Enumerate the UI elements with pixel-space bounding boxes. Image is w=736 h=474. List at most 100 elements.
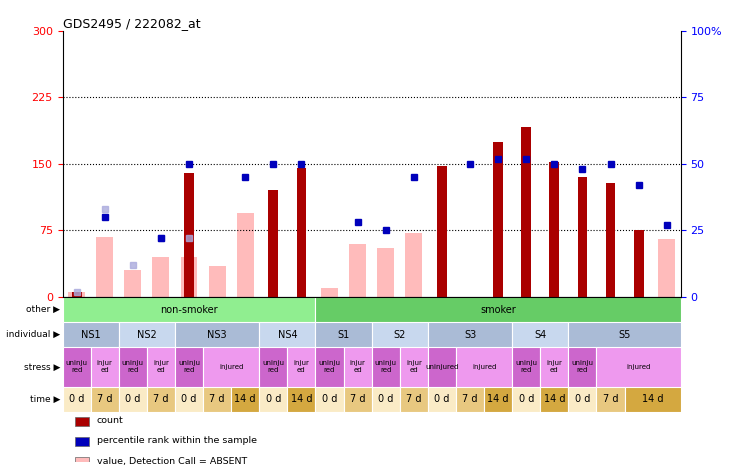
Bar (237, 213, 254, 297)
Text: uninju
red: uninju red (571, 360, 593, 374)
Text: 7 d: 7 d (97, 394, 113, 404)
Text: S3: S3 (464, 330, 476, 340)
Text: 0 d: 0 d (125, 394, 141, 404)
Bar (321, 288, 338, 297)
Text: other ▶: other ▶ (26, 305, 60, 314)
Text: 7 d: 7 d (153, 394, 169, 404)
Bar (568, 347, 596, 386)
Text: S4: S4 (534, 330, 546, 340)
Bar (625, 386, 681, 412)
Bar (118, 322, 175, 347)
Text: non-smoker: non-smoker (160, 304, 218, 315)
Text: NS4: NS4 (277, 330, 297, 340)
Text: time ▶: time ▶ (30, 395, 60, 404)
Bar (512, 322, 568, 347)
Bar (493, 142, 503, 297)
Text: uninju
red: uninju red (262, 360, 284, 374)
Bar (209, 266, 225, 297)
Text: 0 d: 0 d (378, 394, 394, 404)
Bar (63, 322, 118, 347)
Text: injur
ed: injur ed (153, 360, 169, 374)
Text: 0 d: 0 d (181, 394, 197, 404)
Bar (484, 386, 512, 412)
Bar (344, 386, 372, 412)
Text: stress ▶: stress ▶ (24, 363, 60, 372)
Bar (297, 168, 306, 297)
Bar (75, 457, 88, 466)
Bar (428, 347, 456, 386)
Bar (406, 233, 422, 297)
Text: 14 d: 14 d (642, 394, 663, 404)
Bar (71, 292, 82, 297)
Text: 7 d: 7 d (209, 394, 225, 404)
Bar (540, 347, 568, 386)
Bar (203, 386, 231, 412)
Text: injured: injured (472, 364, 496, 370)
Bar (259, 322, 316, 347)
Bar (124, 270, 141, 297)
Bar (372, 386, 400, 412)
Bar (203, 347, 259, 386)
Text: injur
ed: injur ed (350, 360, 366, 374)
Bar (568, 322, 681, 347)
Bar (568, 386, 596, 412)
Text: 0 d: 0 d (322, 394, 337, 404)
Bar (428, 386, 456, 412)
Text: percentile rank within the sample: percentile rank within the sample (96, 437, 257, 446)
Bar (549, 162, 559, 297)
Text: injured: injured (626, 364, 651, 370)
Bar (75, 417, 88, 426)
Bar (658, 239, 675, 297)
Bar (596, 386, 625, 412)
Text: NS3: NS3 (208, 330, 227, 340)
Bar (316, 386, 344, 412)
Bar (63, 386, 91, 412)
Text: S5: S5 (618, 330, 631, 340)
Text: uninju
red: uninju red (319, 360, 341, 374)
Bar (269, 191, 278, 297)
Bar (259, 347, 287, 386)
Text: 7 d: 7 d (603, 394, 618, 404)
Bar (437, 165, 447, 297)
Text: smoker: smoker (481, 304, 516, 315)
Bar (152, 257, 169, 297)
Bar (91, 386, 118, 412)
Bar (596, 347, 681, 386)
Text: injured: injured (219, 364, 244, 370)
Bar (521, 127, 531, 297)
Bar (180, 257, 197, 297)
Bar (175, 322, 259, 347)
Bar (349, 244, 366, 297)
Bar (316, 297, 681, 322)
Text: 14 d: 14 d (487, 394, 509, 404)
Bar (344, 347, 372, 386)
Bar (231, 386, 259, 412)
Bar (287, 386, 316, 412)
Text: 0 d: 0 d (575, 394, 590, 404)
Bar (316, 347, 344, 386)
Bar (634, 230, 643, 297)
Bar (75, 437, 88, 446)
Bar (512, 347, 540, 386)
Text: 14 d: 14 d (235, 394, 256, 404)
Bar (428, 322, 512, 347)
Text: NS1: NS1 (81, 330, 101, 340)
Text: count: count (96, 416, 124, 425)
Bar (400, 386, 428, 412)
Text: 7 d: 7 d (462, 394, 478, 404)
Bar (578, 177, 587, 297)
Text: 0 d: 0 d (266, 394, 281, 404)
Text: injur
ed: injur ed (406, 360, 422, 374)
Text: 0 d: 0 d (69, 394, 85, 404)
Text: 7 d: 7 d (406, 394, 422, 404)
Text: uninju
red: uninju red (375, 360, 397, 374)
Text: NS2: NS2 (137, 330, 157, 340)
Text: uninju
red: uninju red (66, 360, 88, 374)
Text: uninjured: uninjured (425, 364, 459, 370)
Bar (147, 386, 175, 412)
Text: injur
ed: injur ed (546, 360, 562, 374)
Bar (118, 347, 147, 386)
Text: uninju
red: uninju red (122, 360, 144, 374)
Bar (147, 347, 175, 386)
Bar (287, 347, 316, 386)
